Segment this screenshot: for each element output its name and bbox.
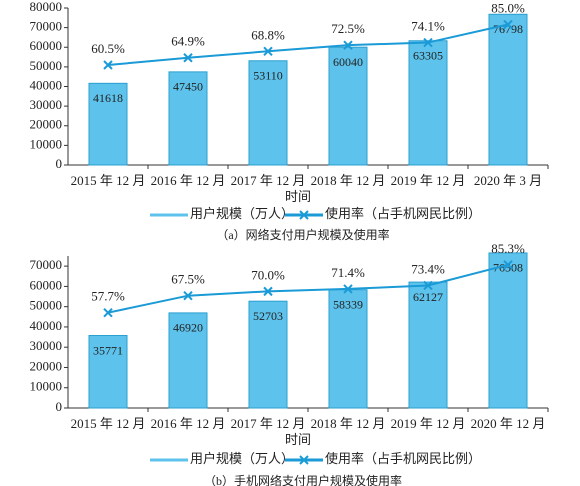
x-tick-label: 2016 年 12 月 — [151, 416, 226, 431]
line-value-label: 73.4% — [411, 261, 445, 276]
line — [107, 23, 509, 67]
line-value-label: 57.7% — [91, 289, 125, 304]
line-value-label: 67.5% — [171, 272, 205, 287]
chart: 0 10000 20000 30000 40000 50000 60000 70000 2015… — [30, 241, 549, 486]
x-tick-label: 2017 年 12 月 — [231, 173, 306, 188]
line-marker — [263, 46, 273, 57]
line-marker — [103, 307, 113, 318]
line-marker — [343, 284, 353, 294]
line-marker — [183, 53, 193, 63]
bar-value-label: 60040 — [333, 55, 363, 69]
y-tick-label: 80000 — [30, 0, 63, 14]
line-marker — [183, 290, 193, 301]
line-value-label: 64.9% — [171, 34, 205, 49]
bar-value-label: 62127 — [413, 290, 443, 304]
line-value-label: 85.0% — [491, 1, 525, 16]
y-tick-label: 50000 — [30, 298, 63, 313]
line-value-label: 70.0% — [251, 267, 285, 282]
bar — [328, 46, 368, 166]
x-tick-label: 2019 年 12 月 — [391, 173, 466, 188]
x-axis-label: 时间 — [285, 189, 311, 204]
line-marker — [343, 40, 353, 50]
line-value-label: 71.4% — [331, 265, 365, 280]
bar — [248, 60, 288, 166]
x-tick-label: 2015 年 12 月 — [71, 416, 146, 431]
bar-value-label: 58339 — [333, 298, 363, 312]
y-tick-label: 0 — [56, 399, 63, 414]
bar-value-label: 52703 — [253, 309, 283, 323]
line-marker — [423, 37, 433, 48]
legend-label: 用户规模（万人） — [190, 206, 294, 221]
line-marker — [263, 286, 273, 297]
chart-caption: （b）手机网络支付用户规模及使用率 — [204, 473, 402, 486]
y-tick-label: 30000 — [30, 338, 63, 353]
line-value-label: 72.5% — [331, 21, 365, 36]
x-tick-label: 2015 年 12 月 — [71, 173, 146, 188]
line-value-label: 85.3% — [491, 241, 525, 256]
y-tick-label: 50000 — [30, 58, 63, 73]
y-tick-label: 40000 — [30, 318, 63, 333]
bar-value-label: 47450 — [173, 80, 203, 94]
y-tick-label: 70000 — [30, 19, 63, 34]
chart-caption: （a）网络支付用户规模及使用率 — [216, 227, 389, 242]
line-marker — [503, 19, 513, 30]
y-tick-label: 10000 — [30, 379, 63, 394]
x-tick-label: 2020 年 12 月 — [471, 416, 546, 431]
bar-value-label: 53110 — [253, 69, 283, 83]
line-marker — [103, 60, 113, 70]
bar — [88, 335, 128, 409]
y-tick-label: 30000 — [30, 97, 63, 112]
y-tick-label: 10000 — [30, 136, 63, 151]
chart: 0 10000 20000 30000 40000 50000 60000 70000 8000… — [30, 0, 549, 242]
bar-value-label: 41618 — [93, 91, 123, 105]
bar — [488, 252, 528, 409]
line-marker — [503, 260, 513, 270]
x-tick-label: 2018 年 12 月 — [311, 173, 386, 188]
y-tick-label: 20000 — [30, 358, 63, 373]
legend-marker — [299, 210, 309, 220]
line-value-label: 74.1% — [411, 19, 445, 34]
bar — [328, 289, 368, 409]
y-tick-label: 70000 — [30, 257, 63, 272]
bar — [168, 71, 208, 166]
bar-value-label: 76508 — [493, 261, 523, 275]
y-tick-label: 0 — [56, 156, 63, 171]
y-tick-label: 60000 — [30, 277, 63, 292]
legend-marker — [299, 455, 309, 465]
legend-label: 使用率（占手机网民比例） — [325, 451, 481, 466]
bar — [248, 300, 288, 409]
bar — [168, 312, 208, 409]
bar — [408, 281, 448, 409]
x-tick-label: 2020 年 3 月 — [474, 173, 542, 188]
legend-label: 使用率（占手机网民比例） — [325, 206, 481, 221]
x-tick-label: 2016 年 12 月 — [151, 173, 226, 188]
y-tick-label: 40000 — [30, 77, 63, 92]
bar-value-label: 63305 — [413, 49, 443, 63]
y-tick-label: 60000 — [30, 38, 63, 53]
bar — [488, 13, 528, 166]
bar — [408, 40, 448, 166]
y-tick-label: 20000 — [30, 117, 63, 132]
line-value-label: 68.8% — [251, 27, 285, 42]
bar — [88, 82, 128, 166]
bar-value-label: 46920 — [173, 321, 203, 335]
line — [107, 263, 509, 314]
line-marker — [423, 280, 433, 291]
x-tick-label: 2018 年 12 月 — [311, 416, 386, 431]
x-axis-label: 时间 — [285, 432, 311, 447]
x-tick-label: 2017 年 12 月 — [231, 416, 306, 431]
line-value-label: 60.5% — [91, 41, 125, 56]
legend-label: 用户规模（万人） — [190, 451, 294, 466]
bar-value-label: 35771 — [93, 343, 123, 357]
x-tick-label: 2019 年 12 月 — [391, 416, 466, 431]
